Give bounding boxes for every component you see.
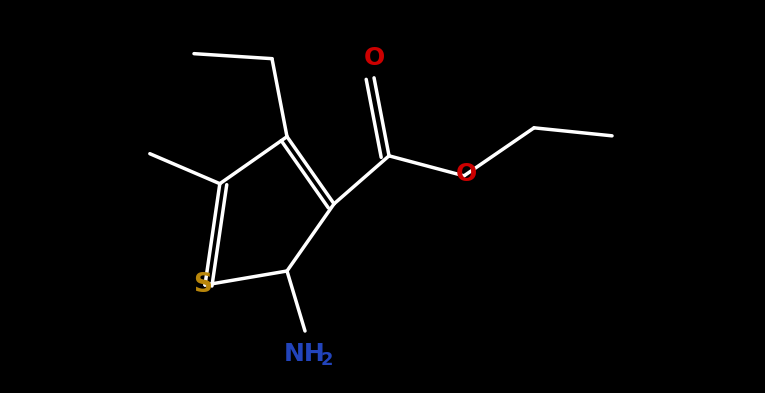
Text: O: O [363,46,385,70]
Text: NH: NH [284,342,326,366]
Text: S: S [194,272,213,298]
Text: O: O [455,162,477,186]
Text: 2: 2 [321,351,334,369]
